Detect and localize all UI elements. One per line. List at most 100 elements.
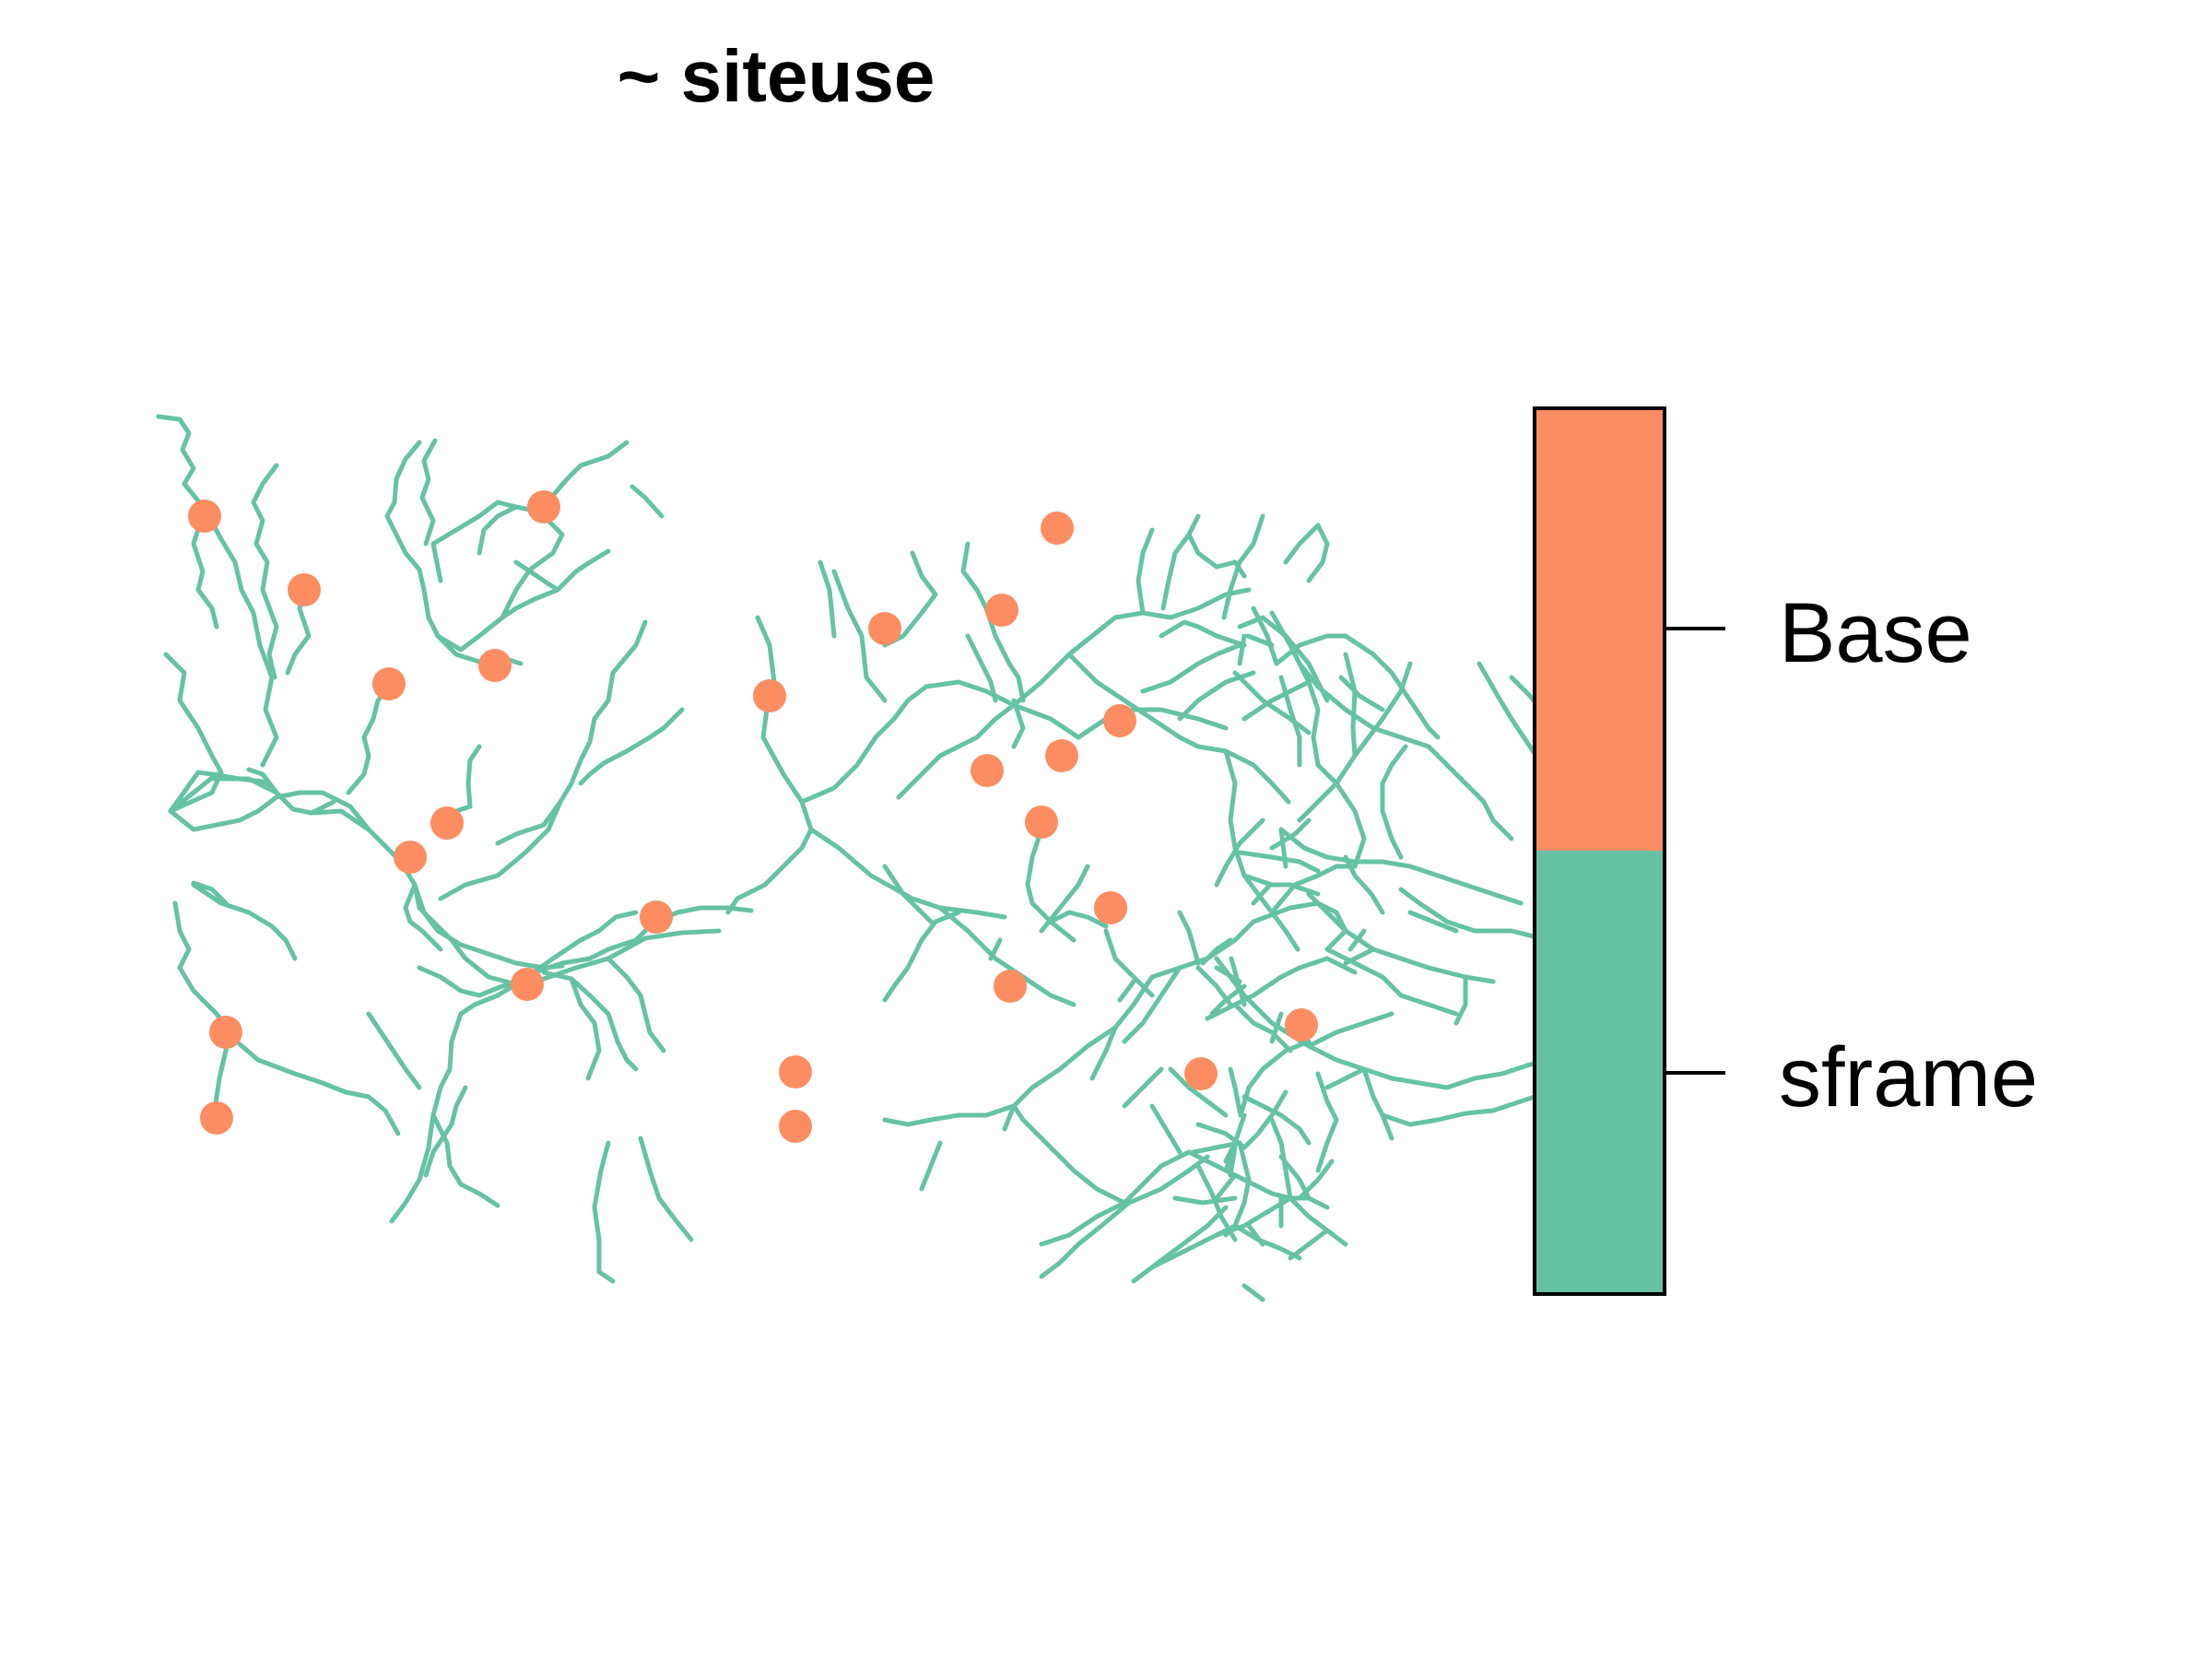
stream-segment: [1011, 698, 1026, 749]
site-point: [200, 1101, 233, 1135]
stream-segment: [1168, 1066, 1229, 1118]
site-point: [1025, 806, 1058, 839]
site-point: [1045, 739, 1078, 772]
stream-segment: [191, 506, 219, 629]
stream-segment: [1315, 762, 1367, 869]
stream-segment: [1186, 513, 1201, 537]
stream-segment: [1288, 1195, 1348, 1247]
stream-segment: [524, 910, 639, 980]
site-point: [288, 573, 321, 606]
stream-segment: [1103, 928, 1155, 998]
stream-segment: [1195, 1122, 1247, 1150]
stream-segment: [384, 440, 524, 666]
site-point: [779, 1110, 812, 1143]
site-point: [985, 594, 1018, 627]
stream-segment: [1228, 1066, 1243, 1118]
site-point: [1041, 512, 1074, 545]
stream-segment: [1269, 818, 1312, 851]
stream-segment: [1232, 670, 1312, 735]
stream-segment: [191, 880, 229, 906]
site-point: [430, 806, 464, 840]
stream-segment: [1251, 882, 1273, 906]
stream-segment: [606, 956, 666, 1053]
stream-segment: [1002, 1025, 1118, 1132]
stream-segment: [1117, 979, 1136, 1003]
site-point: [994, 970, 1027, 1003]
stream-segment: [309, 808, 371, 832]
stream-segment: [246, 767, 279, 795]
stream-segment: [156, 414, 207, 512]
site-point: [1285, 1008, 1318, 1041]
stream-segment: [1278, 827, 1288, 869]
stream-segment: [799, 679, 1081, 805]
site-point: [971, 754, 1004, 787]
stream-segment: [882, 910, 961, 1003]
stream-segment: [1380, 744, 1408, 860]
stream-segment: [1361, 1066, 1394, 1141]
legend-label-base: Base: [1779, 586, 1972, 680]
stream-segment: [1195, 965, 1233, 1007]
stream-segment: [1324, 1066, 1367, 1090]
stream-segment: [1306, 1011, 1394, 1049]
stream-segment: [465, 744, 482, 809]
stream-segment: [1149, 1205, 1229, 1270]
stream-segment: [251, 463, 279, 680]
stream-network-layer: [156, 414, 1662, 1302]
stream-segment: [1241, 1283, 1265, 1302]
stream-segment: [1011, 587, 1252, 708]
stream-segment: [513, 905, 754, 987]
stream-segment: [1343, 947, 1376, 966]
stream-segment: [1122, 1149, 1192, 1206]
stream-segment: [172, 900, 233, 1118]
stream-segment: [1159, 619, 1247, 648]
site-points-layer: [188, 490, 1318, 1143]
site-point: [779, 1055, 812, 1088]
stream-segment: [403, 882, 443, 952]
stream-segment: [1251, 606, 1279, 666]
stream-segment: [1347, 928, 1367, 952]
stream-segment: [578, 707, 685, 786]
stream-segment: [1241, 873, 1321, 897]
site-point: [209, 1016, 242, 1049]
stream-segment: [1407, 910, 1459, 934]
stream-segment: [937, 905, 1077, 1007]
stream-segment: [495, 500, 565, 620]
site-point: [188, 500, 221, 533]
stream-segment: [389, 982, 519, 1224]
stream-segment: [1251, 900, 1348, 952]
stream-segment: [1089, 1025, 1118, 1081]
stream-segment: [1237, 615, 1288, 639]
stream-segment: [1232, 1002, 1293, 1053]
stream-segment: [1076, 707, 1229, 740]
stream-segment: [1343, 633, 1441, 740]
stream-segment: [1343, 854, 1385, 915]
stream-segment: [1306, 1195, 1330, 1210]
stream-segment: [495, 619, 648, 846]
stream-segment: [366, 1011, 422, 1090]
stream-segment: [896, 702, 1017, 800]
stream-segment: [1214, 965, 1242, 984]
legend-label-sframe: sframe: [1779, 1030, 2038, 1124]
stream-segment: [430, 500, 500, 583]
stream-segment: [1232, 1223, 1302, 1261]
stream-segment: [1241, 679, 1312, 722]
site-point: [372, 667, 406, 700]
stream-segment: [1172, 1195, 1238, 1206]
legend-frame: [1533, 406, 1666, 1296]
stream-segment: [419, 438, 438, 547]
site-point: [640, 900, 673, 934]
stream-segment: [1283, 633, 1450, 768]
site-point: [1094, 891, 1127, 924]
stream-segment: [1324, 956, 1358, 975]
stream-segment: [223, 1030, 401, 1136]
stream-segment: [882, 864, 934, 924]
site-point: [753, 679, 786, 712]
stream-segment: [1444, 762, 1514, 841]
stream-segment: [1221, 513, 1265, 620]
stream-segment: [1269, 864, 1358, 915]
stream-segment: [1011, 1103, 1127, 1206]
stream-segment: [629, 484, 665, 519]
stream-segment: [1380, 1108, 1496, 1127]
stream-segment: [438, 799, 563, 901]
stream-segment: [1214, 818, 1265, 888]
